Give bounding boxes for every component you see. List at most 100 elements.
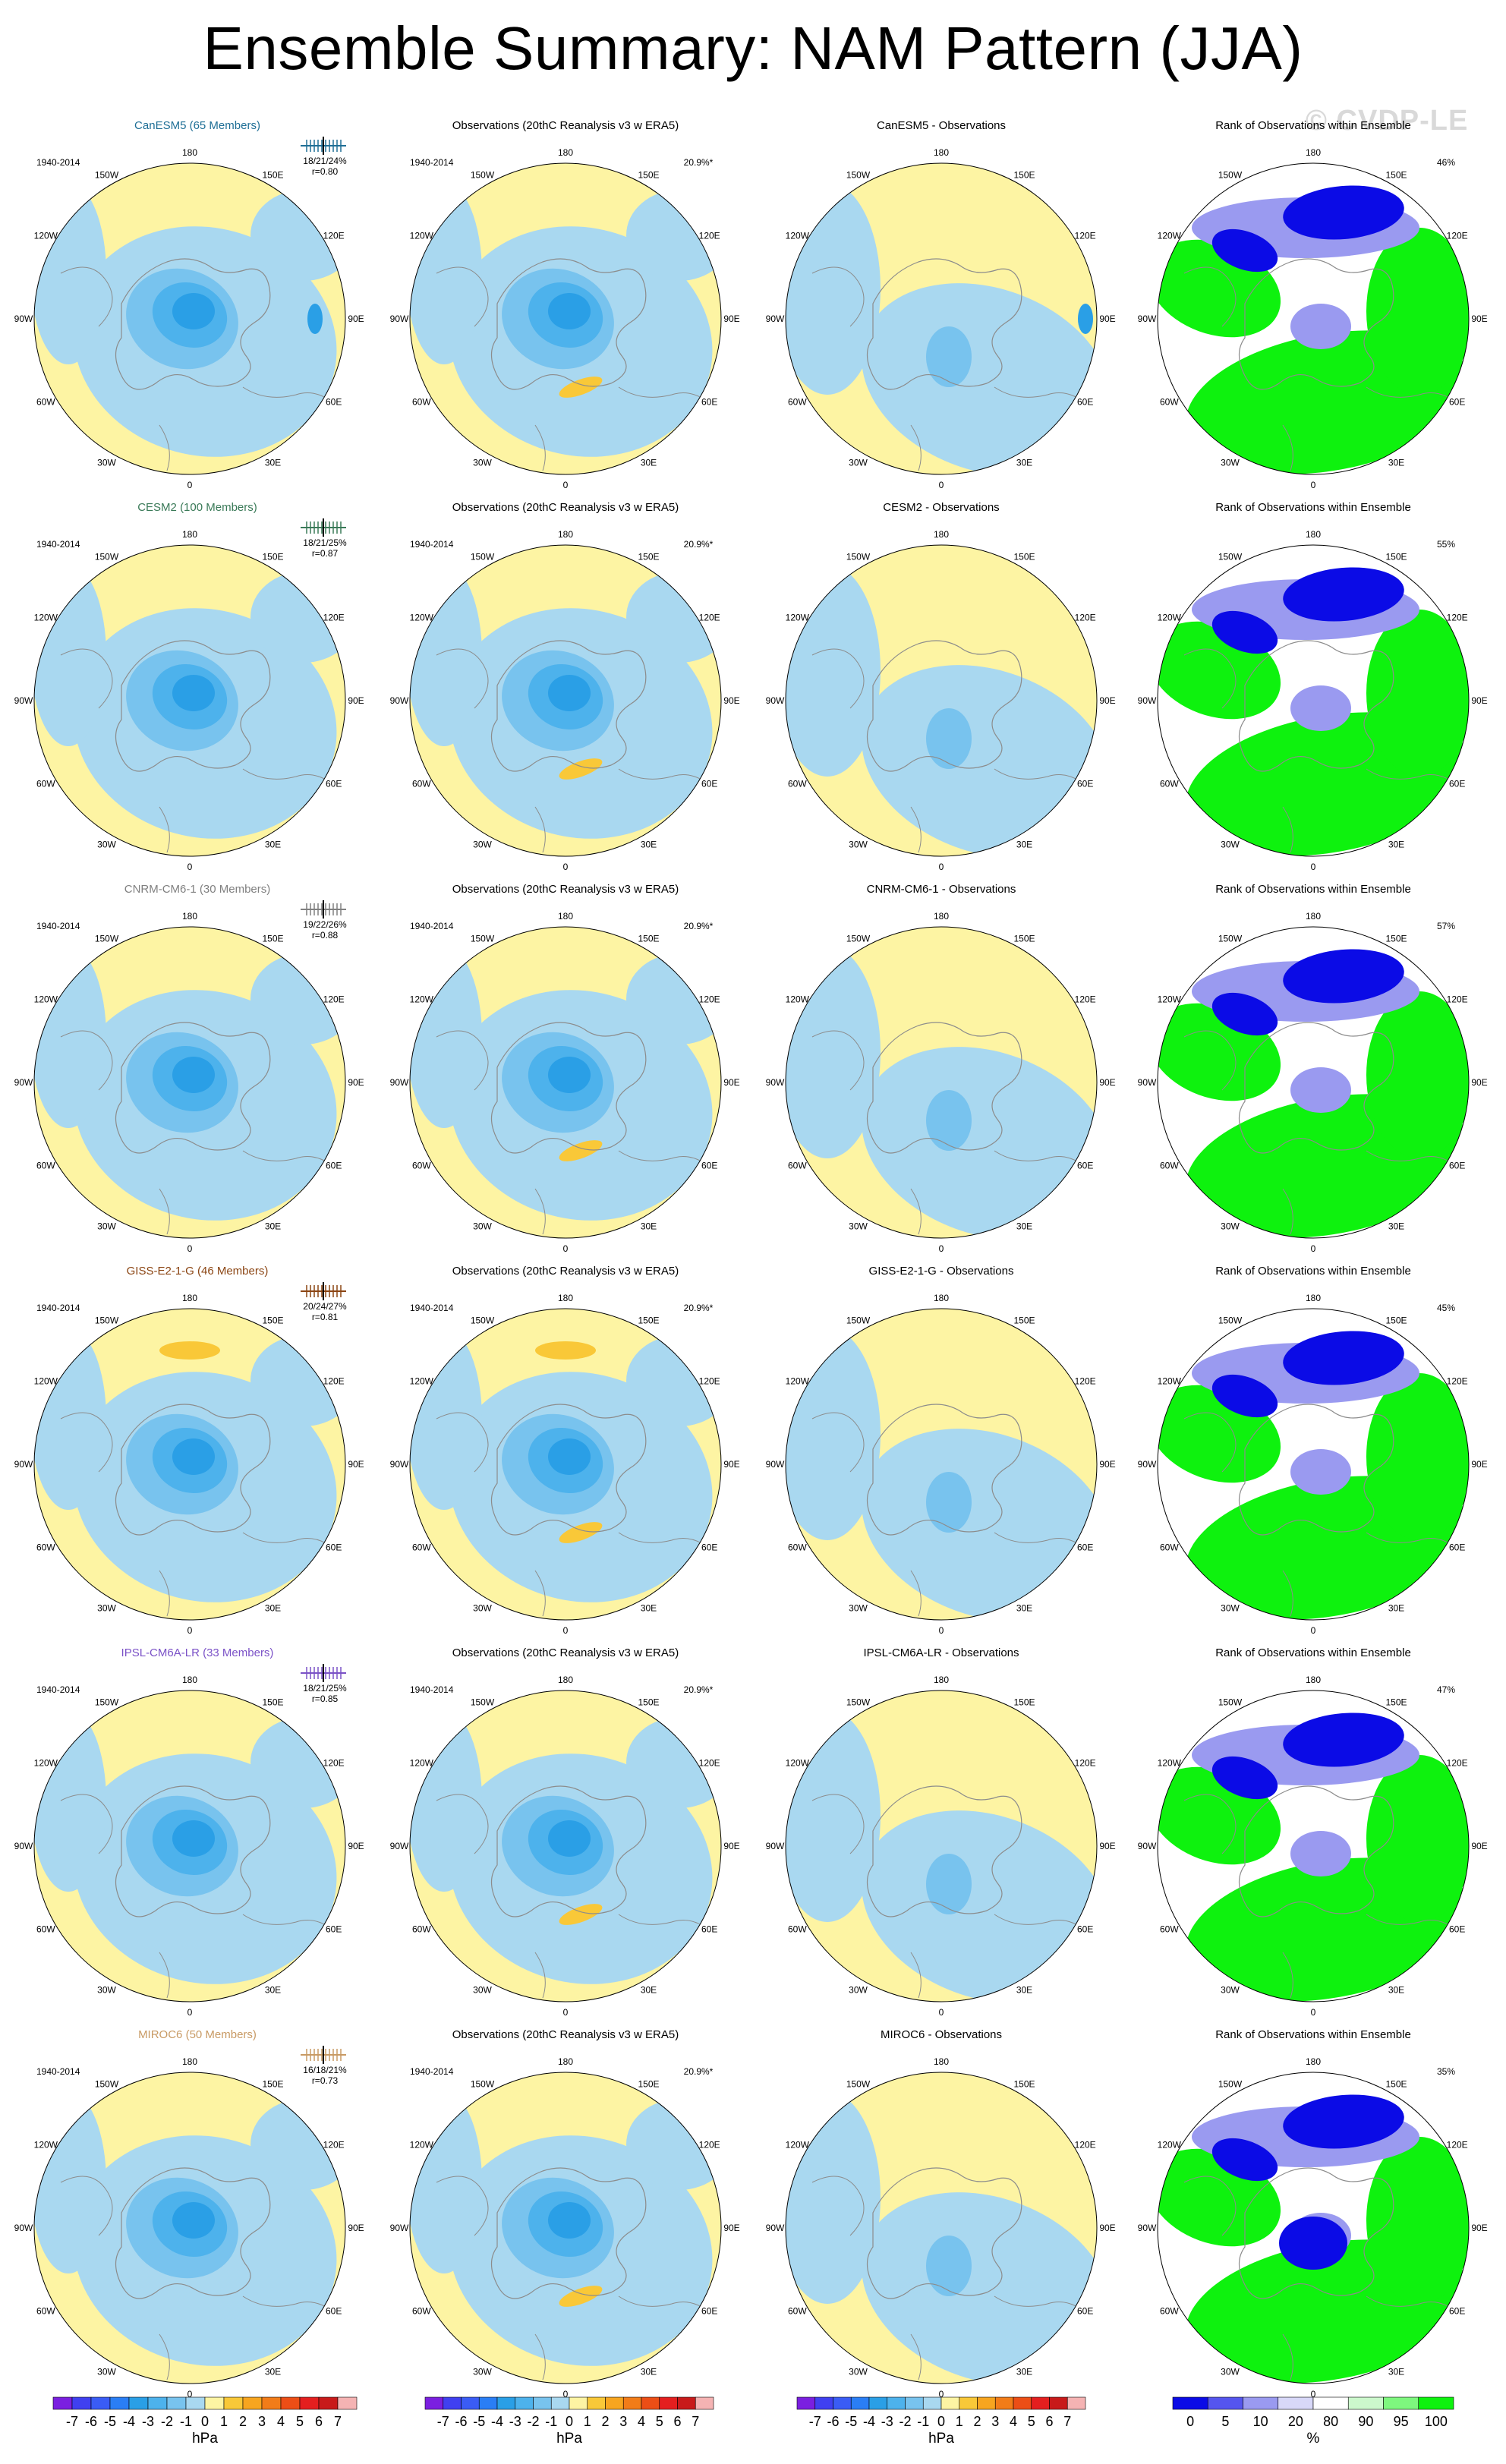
map-border bbox=[409, 162, 722, 475]
colorbar-swatch bbox=[994, 2396, 1014, 2410]
longitude-label: 30E bbox=[641, 458, 657, 468]
colorbar-swatch bbox=[1172, 2396, 1208, 2410]
rank-lightblue-region bbox=[1290, 1067, 1351, 1113]
coastline bbox=[1238, 640, 1394, 772]
colorbar-tick-label: 20 bbox=[1288, 2414, 1303, 2429]
longitude-label: 30E bbox=[1016, 1221, 1032, 1232]
colorbar-swatch bbox=[280, 2396, 301, 2410]
colorbar-swatch bbox=[242, 2396, 263, 2410]
longitude-label: 30E bbox=[265, 1603, 281, 1614]
longitude-label: 150W bbox=[95, 2078, 119, 2089]
map-border bbox=[409, 1308, 722, 1621]
map-border bbox=[1157, 1690, 1470, 2002]
longitude-label: 30E bbox=[265, 1221, 281, 1232]
positive-anomaly-region bbox=[559, 1522, 603, 1543]
longitude-label: 150W bbox=[1218, 933, 1243, 944]
coastline bbox=[115, 2167, 271, 2299]
longitude-label: 120W bbox=[1158, 2140, 1182, 2150]
longitude-label: 120W bbox=[1158, 1376, 1182, 1387]
longitude-label: 60W bbox=[1160, 2306, 1179, 2317]
longitude-label: 90E bbox=[723, 1459, 739, 1470]
longitude-label: 30E bbox=[1016, 2367, 1032, 2377]
longitude-label: 90E bbox=[1471, 695, 1487, 706]
coastline bbox=[1238, 1785, 1394, 1917]
longitude-label: 0 bbox=[563, 1625, 569, 1636]
longitude-label: 120W bbox=[34, 613, 58, 623]
years-label: 1940-2014 bbox=[36, 2066, 80, 2077]
longitude-label: 60E bbox=[701, 779, 717, 789]
map-field bbox=[34, 2072, 345, 2384]
colorbar-tick-label: 90 bbox=[1358, 2414, 1373, 2429]
longitude-label: 150E bbox=[1385, 2078, 1407, 2089]
map-border bbox=[1157, 1308, 1470, 1621]
model-panel-title: CESM2 (100 Members) bbox=[137, 501, 257, 514]
panel-row: CESM2 (100 Members) 1940-2014 18/21/25%r=0… bbox=[14, 501, 1488, 872]
longitude-label: 150E bbox=[638, 169, 659, 180]
longitude-label: 120E bbox=[1447, 1758, 1468, 1769]
longitude-label: 30W bbox=[473, 1985, 492, 1996]
map-border bbox=[1157, 926, 1470, 1239]
longitude-label: 90E bbox=[348, 1077, 364, 1088]
colorbar-swatch bbox=[587, 2396, 606, 2410]
longitude-label: 120E bbox=[323, 994, 345, 1005]
colorbar-swatch bbox=[1066, 2396, 1086, 2410]
longitude-label: 30W bbox=[1221, 458, 1240, 468]
longitude-label: 90W bbox=[390, 695, 409, 706]
negative-anomaly-region bbox=[926, 326, 972, 387]
longitude-label: 90W bbox=[766, 2223, 785, 2233]
longitude-label: 180 bbox=[1306, 1293, 1321, 1303]
colorbar-tick-label: -6 bbox=[85, 2414, 97, 2429]
longitude-label: 120E bbox=[1075, 613, 1096, 623]
longitude-label: 120W bbox=[34, 2140, 58, 2150]
map-field bbox=[34, 927, 345, 1238]
colorbar-swatch bbox=[478, 2396, 498, 2410]
longitude-label: 120W bbox=[34, 994, 58, 1005]
longitude-label: 120W bbox=[786, 1376, 810, 1387]
colorbar-swatch bbox=[814, 2396, 833, 2410]
longitude-label: 120E bbox=[699, 1376, 720, 1387]
colorbar-tick-label: 2 bbox=[973, 2414, 981, 2429]
negative-anomaly-region bbox=[172, 675, 215, 711]
colorbar-tick-label: -6 bbox=[455, 2414, 467, 2429]
map-border bbox=[409, 1690, 722, 2002]
longitude-label: 150W bbox=[95, 169, 119, 180]
positive-anomaly-region bbox=[559, 758, 603, 780]
map-field bbox=[410, 927, 721, 1238]
longitude-label: 30E bbox=[265, 840, 281, 850]
longitude-label: 0 bbox=[187, 2007, 193, 2018]
negative-anomaly-region bbox=[410, 1709, 482, 1892]
colorbar-swatch bbox=[147, 2396, 168, 2410]
colorbar-swatch bbox=[424, 2396, 444, 2410]
colorbar-tick-label: 80 bbox=[1323, 2414, 1338, 2429]
rank-panel: Rank of Observations within Ensemble 46% 1… bbox=[1138, 119, 1488, 490]
observation-panel: Observations (20thC Reanalysis v3 w ERA5… bbox=[390, 501, 740, 872]
rank-blue-region bbox=[1211, 2138, 1278, 2182]
model-panel-title: CanESM5 (65 Members) bbox=[134, 119, 260, 132]
model-panel: CanESM5 (65 Members) 1940-2014 18/21/24%r=… bbox=[14, 119, 364, 490]
longitude-label: 60W bbox=[412, 1161, 431, 1171]
longitude-label: 150W bbox=[471, 1315, 495, 1325]
longitude-label: 120E bbox=[1447, 1376, 1468, 1387]
longitude-label: 150W bbox=[1218, 551, 1243, 562]
difference-panel-title: GISS-E2-1-G - Observations bbox=[869, 1265, 1014, 1278]
map-field bbox=[410, 545, 721, 856]
map-field bbox=[34, 545, 345, 856]
longitude-label: 150E bbox=[1013, 1697, 1035, 1707]
colorbar-tick-label: 100 bbox=[1425, 2414, 1448, 2429]
colorbar-tick-label: 95 bbox=[1394, 2414, 1409, 2429]
longitude-label: 90W bbox=[1138, 1459, 1157, 1470]
longitude-label: 90W bbox=[1138, 1841, 1157, 1851]
map-border bbox=[1157, 2072, 1470, 2384]
coastline bbox=[115, 1404, 271, 1536]
longitude-label: 150E bbox=[1013, 933, 1035, 944]
colorbar-swatch bbox=[1049, 2396, 1068, 2410]
explained-variance: 20.9%* bbox=[684, 921, 714, 931]
longitude-label: 90E bbox=[1471, 1841, 1487, 1851]
colorbar-tick-label: -1 bbox=[180, 2414, 192, 2429]
coastline bbox=[490, 1022, 647, 1154]
longitude-label: 150E bbox=[638, 933, 659, 944]
longitude-label: 120W bbox=[1158, 1758, 1182, 1769]
coastline bbox=[1238, 258, 1394, 390]
longitude-label: 60E bbox=[1449, 1161, 1465, 1171]
longitude-label: 30W bbox=[97, 1985, 116, 1996]
